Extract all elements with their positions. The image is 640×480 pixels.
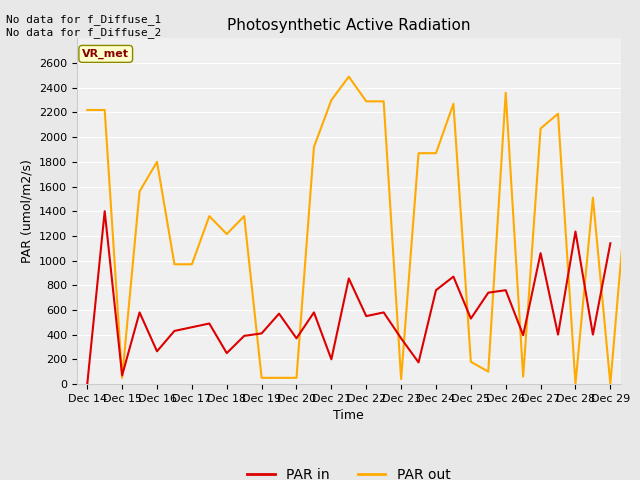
Title: Photosynthetic Active Radiation: Photosynthetic Active Radiation bbox=[227, 18, 470, 33]
X-axis label: Time: Time bbox=[333, 409, 364, 422]
Text: VR_met: VR_met bbox=[82, 49, 129, 59]
Y-axis label: PAR (umol/m2/s): PAR (umol/m2/s) bbox=[20, 159, 33, 263]
Legend: PAR in, PAR out: PAR in, PAR out bbox=[242, 463, 456, 480]
Text: No data for f_Diffuse_1
No data for f_Diffuse_2: No data for f_Diffuse_1 No data for f_Di… bbox=[6, 14, 162, 38]
